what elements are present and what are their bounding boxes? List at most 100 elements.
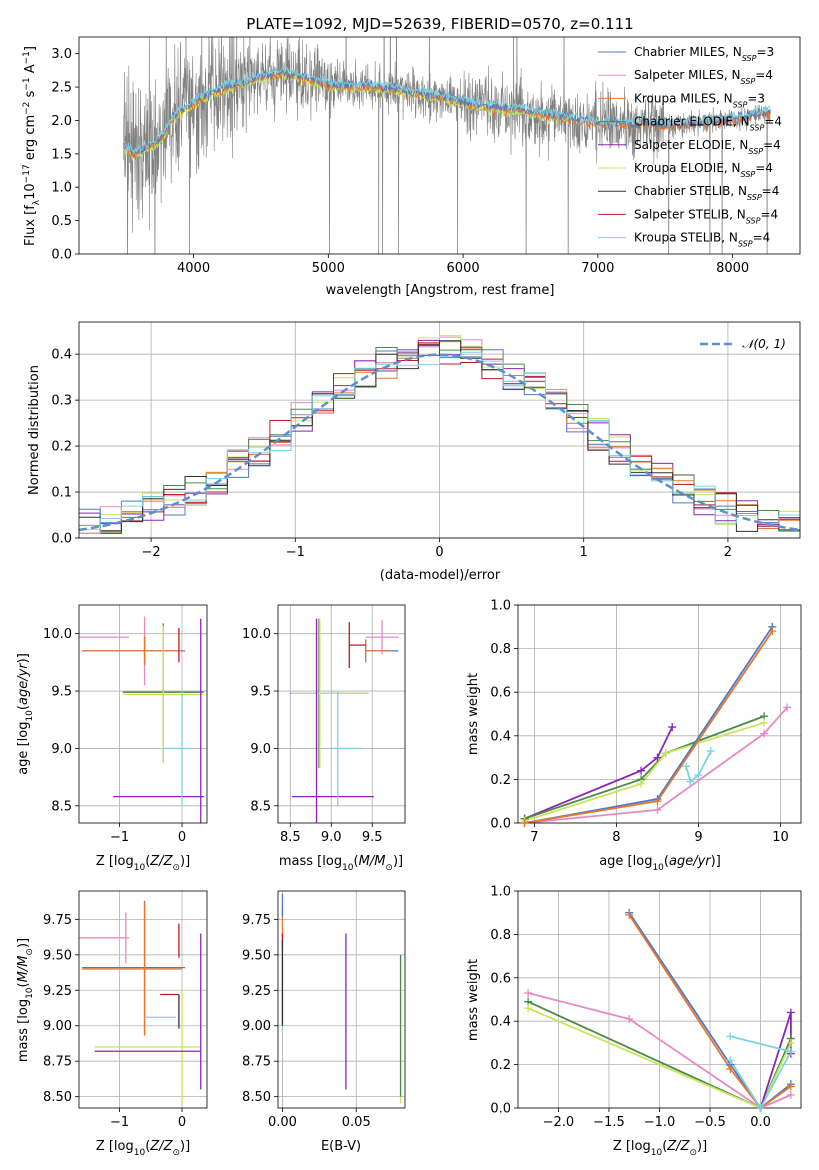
y-tick-label: 1.0 xyxy=(490,599,511,614)
plot-area xyxy=(290,618,399,823)
x-tick-label: −1.5 xyxy=(593,1115,625,1130)
x-tick-label: 8.5 xyxy=(280,830,301,845)
y-tick-label: 0.2 xyxy=(490,773,511,788)
series-line-chabrier-elodie xyxy=(527,1000,792,1108)
plus-marker xyxy=(783,703,792,712)
y-tick-label: 8.75 xyxy=(242,1055,271,1070)
y-tick-label: 0.0 xyxy=(51,532,72,547)
axes-mass_vs_ebv: 0.00 0.05 8.50 8.75 9.00 9.25 9.50 9.75 E(B-V) xyxy=(242,890,406,1154)
y-tick-label: 8.50 xyxy=(43,1090,72,1105)
plus-marker xyxy=(760,729,769,738)
series-line-kroupa-miles xyxy=(628,914,792,1108)
plus-marker xyxy=(786,1038,795,1047)
plot-area xyxy=(79,335,800,534)
legend-label: Kroupa MILES, NSSP=3 xyxy=(634,91,765,109)
y-tick-label: 9.00 xyxy=(242,1019,271,1034)
y-tick-label: 9.50 xyxy=(43,948,72,963)
axes-age_vs_Z: −1 0 8.5 9.0 9.5 10.0 Z [log10(Z/Z⊙)] age [log1… xyxy=(16,604,208,873)
x-tick-label: −1.0 xyxy=(644,1115,676,1130)
x-tick-label: −2 xyxy=(142,545,161,560)
y-axis-label: mass weight xyxy=(466,673,481,755)
y-tick-label: 9.50 xyxy=(242,948,271,963)
plot-area xyxy=(281,893,402,1104)
plus-marker xyxy=(726,1064,735,1073)
y-axis-label: Flux [fλ10−17 erg cm−2 s−1 A−1] xyxy=(22,46,42,246)
x-tick-label: 9.5 xyxy=(362,830,383,845)
model-line-kroupa-elodie xyxy=(123,70,571,161)
legend-label: Chabrier ELODIE, NSSP=4 xyxy=(634,115,782,133)
x-tick-label: 7 xyxy=(530,830,538,845)
plus-marker xyxy=(653,797,662,806)
series-line-kroupa-elodie xyxy=(524,721,765,822)
plus-marker xyxy=(637,766,646,775)
y-tick-label: 0.2 xyxy=(51,440,72,455)
y-tick-label: 1.0 xyxy=(490,885,511,900)
plus-marker xyxy=(786,1008,795,1017)
series-line-kroupa-stelib xyxy=(685,750,712,784)
series-line-chabrier-elodie xyxy=(524,715,765,820)
series-line-salpeter-miles xyxy=(527,992,792,1108)
axes-massweight_vs_Z: −2.0 −1.5 −1.0 −0.5 0.0 0.0 0.2 0.4 0.6 0.8 1.0 Z [… xyxy=(466,885,802,1158)
plot-area xyxy=(79,616,204,823)
y-tick-label: 10.0 xyxy=(43,627,72,642)
y-axis-label: Normed distribution xyxy=(27,365,42,495)
x-tick-label: 0.00 xyxy=(268,1115,297,1130)
x-tick-label: 4000 xyxy=(177,261,210,276)
x-tick-label: 0 xyxy=(435,545,443,560)
legend-label: Chabrier MILES, NSSP=3 xyxy=(634,45,774,63)
y-tick-label: 0.0 xyxy=(51,248,72,263)
y-tick-label: 0.5 xyxy=(51,214,72,229)
plot-area xyxy=(527,912,793,1108)
y-tick-label: 8.75 xyxy=(43,1055,72,1070)
x-tick-label: −1 xyxy=(286,545,305,560)
y-tick-label: 0.0 xyxy=(490,817,511,832)
plus-marker xyxy=(625,1015,634,1024)
y-axis-label: age [log10(age/yr)] xyxy=(16,653,35,775)
series-line-kroupa-elodie xyxy=(527,1007,792,1108)
plus-marker xyxy=(668,723,677,732)
plus-marker xyxy=(686,777,695,786)
y-tick-label: 8.5 xyxy=(250,799,271,814)
plus-marker xyxy=(625,910,634,919)
plot-area xyxy=(123,37,771,254)
axes-massweight_vs_age: 7 8 9 10 0.0 0.2 0.4 0.6 0.8 1.0 age [log10(age/yr… xyxy=(466,599,802,873)
y-tick-label: 9.5 xyxy=(51,685,72,700)
plus-marker xyxy=(661,749,670,758)
legend-label: Salpeter ELODIE, NSSP=4 xyxy=(634,138,781,156)
x-axis-label: (data-model)/error xyxy=(380,568,501,583)
model-line-kroupa-stelib xyxy=(123,65,771,155)
series-line-kroupa-stelib xyxy=(729,1035,793,1108)
x-axis-label: wavelength [Angstrom, rest frame] xyxy=(326,283,555,298)
x-tick-label: 2 xyxy=(724,545,732,560)
y-tick-label: 10.0 xyxy=(242,627,271,642)
y-tick-label: 9.5 xyxy=(250,685,271,700)
y-tick-label: 0.2 xyxy=(490,1058,511,1073)
y-tick-label: 9.25 xyxy=(242,984,271,999)
plus-marker xyxy=(653,805,662,814)
axes-frame xyxy=(517,890,802,1109)
plus-marker xyxy=(726,1056,735,1065)
legend-label: Chabrier STELIB, NSSP=4 xyxy=(634,184,779,202)
plus-marker xyxy=(637,779,646,788)
x-tick-label: 10 xyxy=(772,830,789,845)
y-tick-label: 1.5 xyxy=(51,147,72,162)
x-tick-label: −2.0 xyxy=(543,1115,575,1130)
y-tick-label: 9.0 xyxy=(250,742,271,757)
plus-marker xyxy=(694,771,703,780)
x-axis-label: E(B-V) xyxy=(321,1139,361,1154)
plus-marker xyxy=(682,762,691,771)
x-tick-label: 8 xyxy=(612,830,620,845)
axes-frame xyxy=(277,604,406,824)
y-tick-label: 0.6 xyxy=(490,971,511,986)
x-tick-label: −0.5 xyxy=(694,1115,726,1130)
y-tick-label: 9.25 xyxy=(43,984,72,999)
x-axis-label: age [log10(age/yr)] xyxy=(599,854,721,873)
plus-marker xyxy=(768,627,777,636)
x-tick-label: 7000 xyxy=(581,261,614,276)
y-tick-label: 8.50 xyxy=(242,1090,271,1105)
y-tick-label: 8.5 xyxy=(51,799,72,814)
plus-marker xyxy=(756,1104,765,1112)
plot-area xyxy=(79,900,202,1104)
y-tick-label: 0.0 xyxy=(490,1102,511,1117)
